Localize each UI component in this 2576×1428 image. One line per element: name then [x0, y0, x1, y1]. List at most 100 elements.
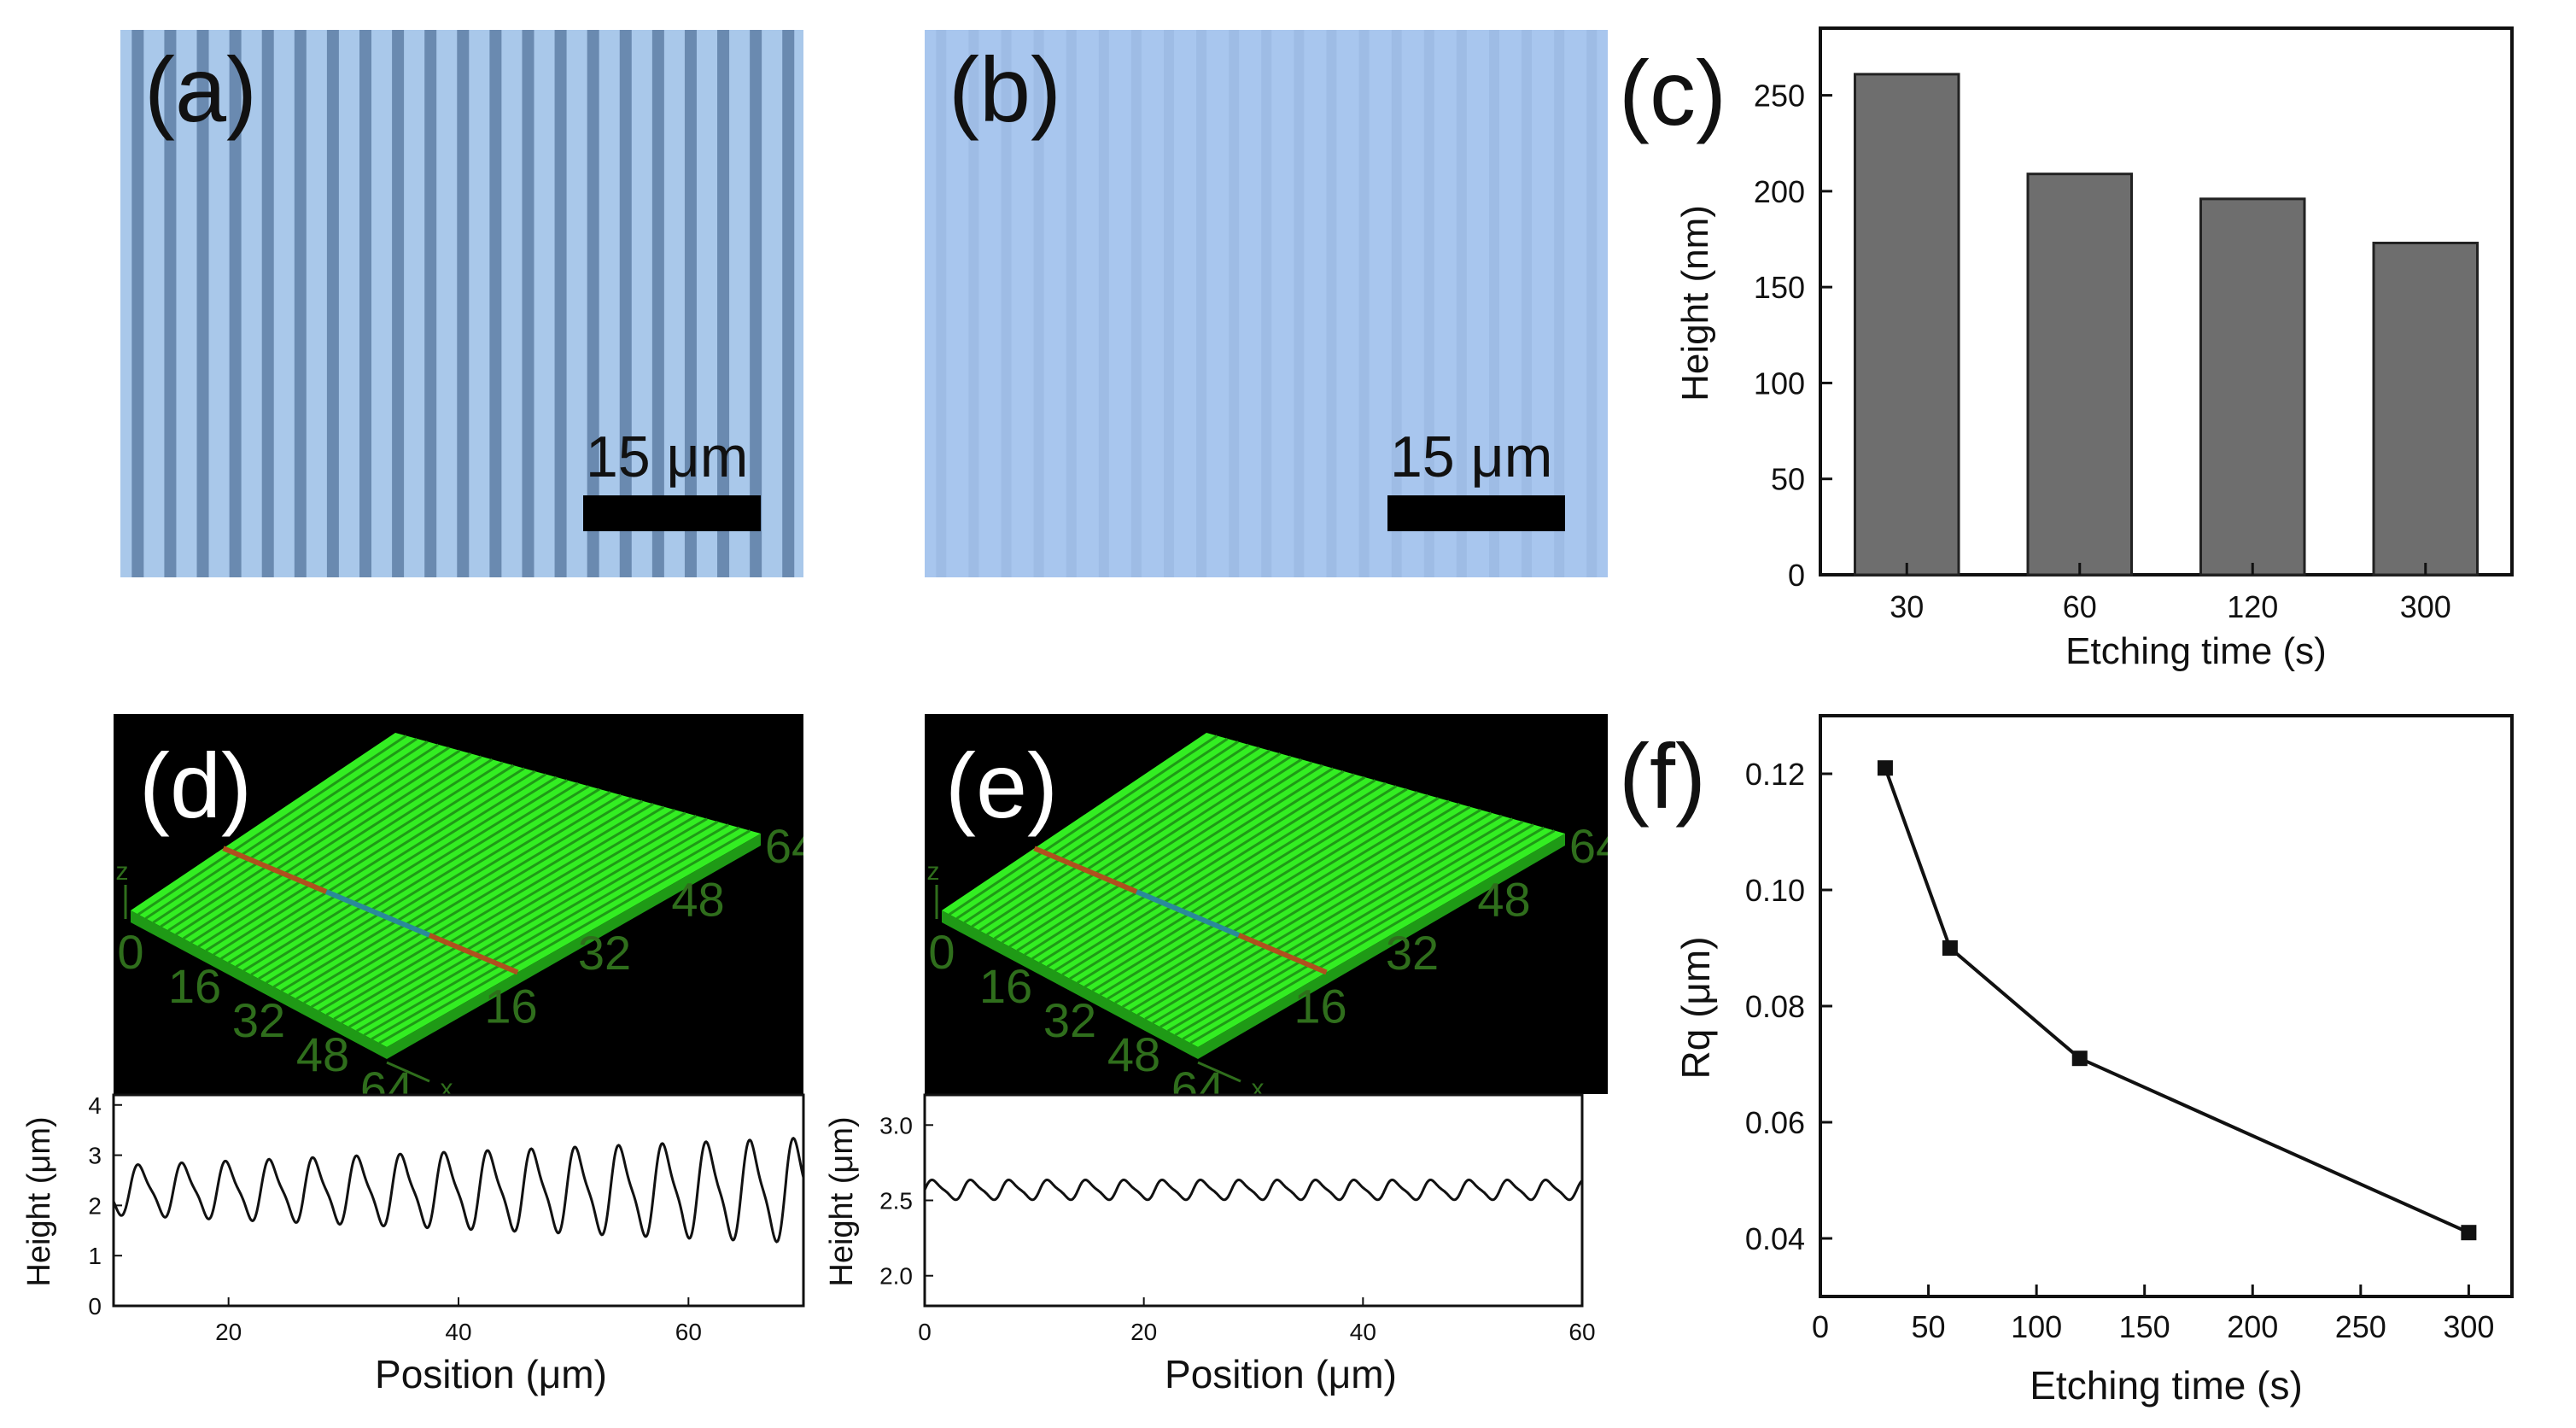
surface-edge-right: [1198, 834, 1565, 1059]
stripe: [1098, 30, 1109, 577]
axis-x-tick-label: 64: [360, 1062, 413, 1094]
trace-segment: [1237, 933, 1328, 975]
stripe: [196, 30, 209, 577]
stripe: [1326, 30, 1337, 577]
profile-d-ytick-label: 1: [88, 1243, 102, 1269]
grating-line: [266, 785, 590, 984]
grating-line: [175, 749, 461, 936]
stripe: [359, 30, 371, 577]
axis-x-name: x: [1252, 1074, 1265, 1094]
axis-y-tick-label: 32: [578, 926, 631, 980]
grating-line: [190, 755, 482, 944]
profile-e-ylabel: Height (μm): [828, 1116, 860, 1286]
axis-z-name: z: [927, 857, 940, 886]
profile-e-frame: [923, 1093, 1584, 1308]
stripe: [261, 30, 274, 577]
axis-y-tick-label: 64: [1569, 819, 1608, 873]
stripe: [1001, 30, 1012, 577]
chart-f-xtick-label: 300: [2443, 1309, 2494, 1344]
chart-f-xlabel: Etching time (s): [2030, 1363, 2303, 1408]
chart-c-ytick-label: 250: [1754, 79, 1805, 114]
axis-x-tick-label: 0: [928, 925, 955, 979]
grating-line: [318, 805, 665, 1012]
grating-line: [280, 791, 611, 992]
stripe: [1229, 30, 1240, 577]
stripe: [1164, 30, 1174, 577]
stripe: [522, 30, 534, 577]
stripe: [1196, 30, 1207, 577]
panel-label-e: (e): [945, 734, 1058, 837]
grating-line: [1114, 799, 1450, 1004]
axis-x-tick-label: 16: [168, 959, 221, 1013]
chart-c-xtick-label: 60: [2063, 589, 2097, 624]
chart-c-ytick-label: 0: [1788, 558, 1805, 593]
grating-line: [1159, 817, 1513, 1028]
grating-line: [272, 787, 600, 988]
panel-label-a: (a): [144, 38, 257, 141]
micrograph-b-stripes: [936, 30, 1598, 577]
stripe: [1586, 30, 1598, 577]
stripe: [936, 30, 947, 577]
grating-line: [1174, 823, 1534, 1037]
grating-line: [1008, 758, 1302, 948]
stripe: [651, 30, 664, 577]
grating-line: [1084, 787, 1408, 988]
chart-c-ytick-label: 200: [1754, 174, 1805, 209]
grating-line: [258, 781, 579, 980]
grating-line: [167, 746, 450, 932]
profile-d-frame: [112, 1093, 805, 1308]
grating-line: [1129, 805, 1471, 1012]
chart-c-ytick-label: 50: [1771, 462, 1805, 497]
surface-edge-front: [942, 910, 1198, 1059]
stripe: [229, 30, 242, 577]
chart-f-point: [1942, 940, 1958, 956]
view3d-d: xz01632486416324864 (d): [114, 714, 803, 1094]
grating-line: [1152, 814, 1503, 1025]
surface-edge-front: [131, 910, 387, 1059]
profile-d-xtick-label: 20: [215, 1319, 242, 1345]
grating-line: [1046, 773, 1355, 969]
stripe: [750, 30, 762, 577]
axis-x-tick-label: 48: [1107, 1027, 1160, 1081]
scale-bar-b: [1387, 495, 1565, 531]
axis-x-tick-label: 32: [1043, 993, 1096, 1047]
chart-c-xtick-label: 300: [2400, 589, 2451, 624]
stripe: [968, 30, 979, 577]
chart-f-xtick-label: 0: [1812, 1309, 1829, 1344]
stripe: [1423, 30, 1434, 577]
profile-d-ylabel: Height (μm): [26, 1116, 57, 1286]
chart-f-point: [1877, 760, 1893, 776]
surface-group: xz01632486416324864: [927, 733, 1608, 1094]
chart-c-ytick-label: 150: [1754, 270, 1805, 305]
scale-bar-label-a: 15 μm: [586, 424, 749, 489]
grating-line: [1031, 767, 1335, 960]
stripe: [619, 30, 632, 577]
grating-line: [1136, 808, 1481, 1016]
chart-f-ylabel: Rq (μm): [1674, 936, 1718, 1079]
grating-line: [1189, 829, 1556, 1045]
view3d-d-surface: xz01632486416324864: [116, 733, 803, 1094]
chart-c-xtick-label: 120: [2227, 589, 2278, 624]
stripe: [392, 30, 405, 577]
axis-y-tick-label: 32: [1386, 926, 1439, 980]
axis-x-tick-label: 0: [117, 925, 143, 979]
axis-x-tick-label: 16: [979, 959, 1032, 1013]
grating-line: [378, 829, 751, 1045]
grating-line: [137, 734, 407, 916]
chart-f-xtick-label: 250: [2335, 1309, 2386, 1344]
micrograph-b: (b) 15 μm: [925, 30, 1608, 577]
axis-y-tick-label: 16: [484, 980, 537, 1033]
stripe: [164, 30, 177, 577]
profile-e: 2.0 2.5 3.0 0 20 40 60 Height (μm) Position (…: [828, 1093, 1596, 1396]
grating-line: [1077, 785, 1398, 984]
stripe: [1261, 30, 1272, 577]
grating-line: [242, 775, 558, 972]
view3d-e: xz01632486416324864 (e): [925, 714, 1608, 1094]
stripe: [684, 30, 697, 577]
grating-line: [295, 797, 633, 1000]
chart-f-ytick-label: 0.06: [1745, 1105, 1805, 1140]
chart-f: 0.040.060.080.100.12 0 50 100 150 200 250 300 …: [1674, 714, 2514, 1408]
grating-line: [1121, 803, 1461, 1009]
axis-y-tick-label: 48: [1477, 873, 1530, 927]
profile-e-ytick-label: 2.0: [879, 1263, 913, 1290]
